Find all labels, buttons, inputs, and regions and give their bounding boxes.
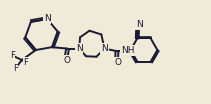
Text: N: N — [136, 20, 143, 29]
Text: O: O — [64, 56, 71, 65]
Text: F: F — [10, 51, 15, 60]
Text: N: N — [101, 44, 108, 53]
Text: F: F — [23, 58, 28, 67]
Text: NH: NH — [121, 46, 134, 55]
Text: N: N — [44, 14, 50, 24]
Text: N: N — [76, 44, 83, 53]
Text: F: F — [13, 64, 18, 73]
Text: O: O — [115, 58, 122, 67]
